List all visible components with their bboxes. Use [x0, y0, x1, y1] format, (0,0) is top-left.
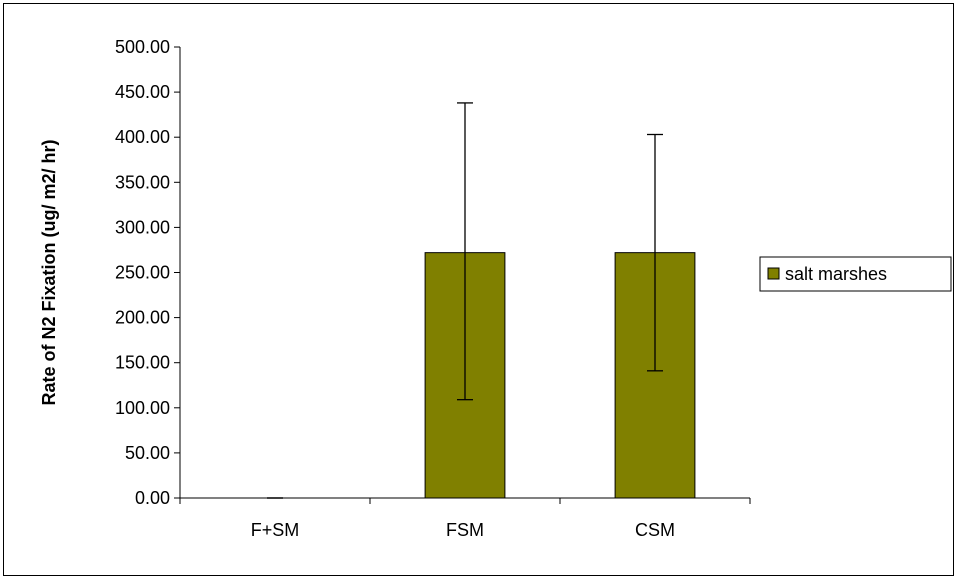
y-tick-label: 100.00 — [115, 398, 170, 418]
y-tick-label: 200.00 — [115, 308, 170, 328]
y-tick-label: 300.00 — [115, 217, 170, 237]
y-axis-ticks: 0.00 50.00 100.00 150.00 200.00 250.00 300.00 3… — [115, 37, 180, 508]
error-bar — [457, 102, 473, 401]
error-bar — [647, 133, 663, 372]
x-axis-ticks: F+SM FSM CSM — [179, 498, 751, 540]
x-tick-label: F+SM — [251, 520, 300, 540]
y-tick-label: 450.00 — [115, 82, 170, 102]
y-tick-label: 250.00 — [115, 263, 170, 283]
y-tick-label: 50.00 — [125, 443, 170, 463]
y-tick-label: 0.00 — [135, 488, 170, 508]
legend: salt marshes — [759, 256, 952, 292]
y-tick-label: 400.00 — [115, 127, 170, 147]
y-tick-label: 150.00 — [115, 353, 170, 373]
y-tick-label: 350.00 — [115, 172, 170, 192]
legend-label: salt marshes — [785, 264, 887, 284]
y-axis-title: Rate of N2 Fixation (ug/ m2/ hr) — [39, 139, 59, 405]
legend-swatch — [767, 267, 780, 280]
y-tick-label: 500.00 — [115, 37, 170, 57]
legend-box — [759, 256, 952, 292]
x-tick-label: CSM — [635, 520, 675, 540]
x-tick-label: FSM — [446, 520, 484, 540]
